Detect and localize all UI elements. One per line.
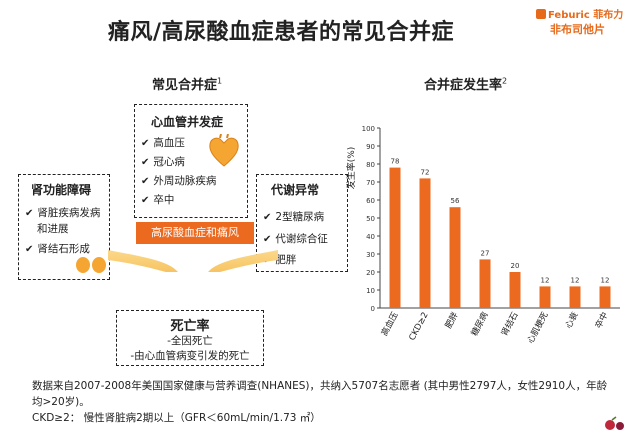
mortality-item: -由心血管病变引发的死亡 (130, 350, 250, 362)
y-tick-label: 70 (366, 179, 375, 187)
y-tick-label: 10 (366, 287, 375, 295)
footnote-source: 数据来自2007-2008年美国国家健康与营养调查(NHANES)，共纳入570… (32, 380, 608, 408)
category-label: 卒中 (593, 310, 611, 330)
renal-item: 和进展 (37, 223, 69, 235)
mortality-title: 死亡率 (170, 319, 210, 334)
cardio-item: ✔ 冠心病 (141, 156, 185, 168)
footnote-ckd: CKD≥2： 慢性肾脏病2期以上（GFR＜60mL/min/1.73 ㎡） (32, 412, 321, 424)
category-label: CKD≥2 (407, 311, 430, 343)
bar-value-label: 12 (601, 276, 610, 284)
footnote-ref: 1 (217, 76, 223, 86)
metabolic-item: ✔ 代谢综合征 (263, 233, 328, 245)
check-icon: ✔ (141, 138, 150, 149)
bar-value-label: 12 (571, 276, 580, 284)
y-axis-label: 发生率(%) (345, 147, 357, 190)
check-icon: ✔ (25, 208, 34, 219)
left-section-title: 常见合并症1 (152, 76, 223, 93)
bar (449, 207, 461, 308)
y-tick-label: 100 (362, 125, 375, 133)
y-tick-label: 40 (366, 233, 375, 241)
bar-value-label: 78 (391, 158, 400, 166)
y-tick-label: 50 (366, 215, 375, 223)
cardio-item: ✔ 外周动脉疾病 (141, 175, 217, 187)
brand-mark-icon (536, 9, 546, 19)
kidney-icon (76, 257, 106, 273)
bar (539, 286, 551, 308)
category-label: 肥胖 (443, 310, 461, 331)
category-label: 心衰 (563, 310, 581, 331)
metabolic-title: 代谢异常 (271, 183, 320, 197)
brand-name-cn: 菲布力 (593, 10, 624, 21)
bar-value-label: 12 (541, 276, 550, 284)
brand-logo: Feburic 菲布力 非布司他片 (536, 6, 628, 40)
y-tick-label: 0 (371, 305, 375, 313)
cardio-title: 心血管并发症 (151, 115, 224, 129)
check-icon: ✔ (263, 234, 272, 245)
category-label: 糖尿病 (469, 310, 491, 338)
bar-value-label: 27 (481, 249, 490, 257)
bar (599, 286, 611, 308)
bar (509, 272, 521, 308)
comorbidity-bar-chart: 0 10 20 30 40 50 60 70 80 90 100 发生率(%) 78 高血压 72 CKD≥2… (345, 125, 620, 346)
page-title: 痛风/高尿酸血症患者的常见合并症 (108, 20, 455, 45)
footnote-ref: 2 (502, 76, 508, 86)
bar-value-label: 56 (451, 197, 460, 205)
check-icon: ✔ (141, 176, 150, 187)
renal-box: 肾功能障碍 ✔ 肾脏疾病发病 和进展 ✔ 肾结石形成 (18, 174, 110, 280)
category-label: 心肌梗死 (525, 310, 551, 346)
mortality-item: -全因死亡 (167, 335, 213, 347)
y-tick-label: 20 (366, 269, 375, 277)
check-icon: ✔ (25, 244, 34, 255)
check-icon: ✔ (141, 157, 150, 168)
bar (569, 286, 581, 308)
bar-value-label: 72 (421, 168, 430, 176)
decorative-fruit-icon (605, 416, 624, 430)
cardio-item: ✔ 高血压 (141, 137, 185, 149)
renal-title: 肾功能障碍 (31, 183, 92, 197)
chart-title: 合并症发生率2 (424, 76, 508, 93)
center-banner: 高尿酸血症和痛风 (136, 222, 254, 244)
y-tick-label: 30 (366, 251, 375, 259)
mortality-box: 死亡率 -全因死亡 -由心血管病变引发的死亡 (116, 310, 264, 366)
check-icon: ✔ (141, 195, 150, 206)
category-label: 高血压 (379, 310, 401, 338)
brand-name: Feburic (548, 10, 590, 21)
renal-item: ✔ 肾脏疾病发病 (25, 207, 101, 219)
renal-item: ✔ 肾结石形成 (25, 243, 90, 255)
product-name: 非布司他片 (550, 23, 605, 36)
down-arrow-icon (108, 250, 278, 304)
y-tick-label: 60 (366, 197, 375, 205)
heart-icon (209, 134, 239, 167)
y-tick-label: 90 (366, 143, 375, 151)
bar (419, 178, 431, 308)
metabolic-item: ✔ 2型糖尿病 (263, 211, 325, 223)
y-tick-label: 80 (366, 161, 375, 169)
bar-value-label: 20 (511, 262, 520, 270)
bar (479, 259, 491, 308)
category-label: 肾结石 (499, 310, 521, 338)
bar (389, 167, 401, 308)
cardio-item: ✔ 卒中 (141, 194, 175, 206)
check-icon: ✔ (263, 212, 272, 223)
